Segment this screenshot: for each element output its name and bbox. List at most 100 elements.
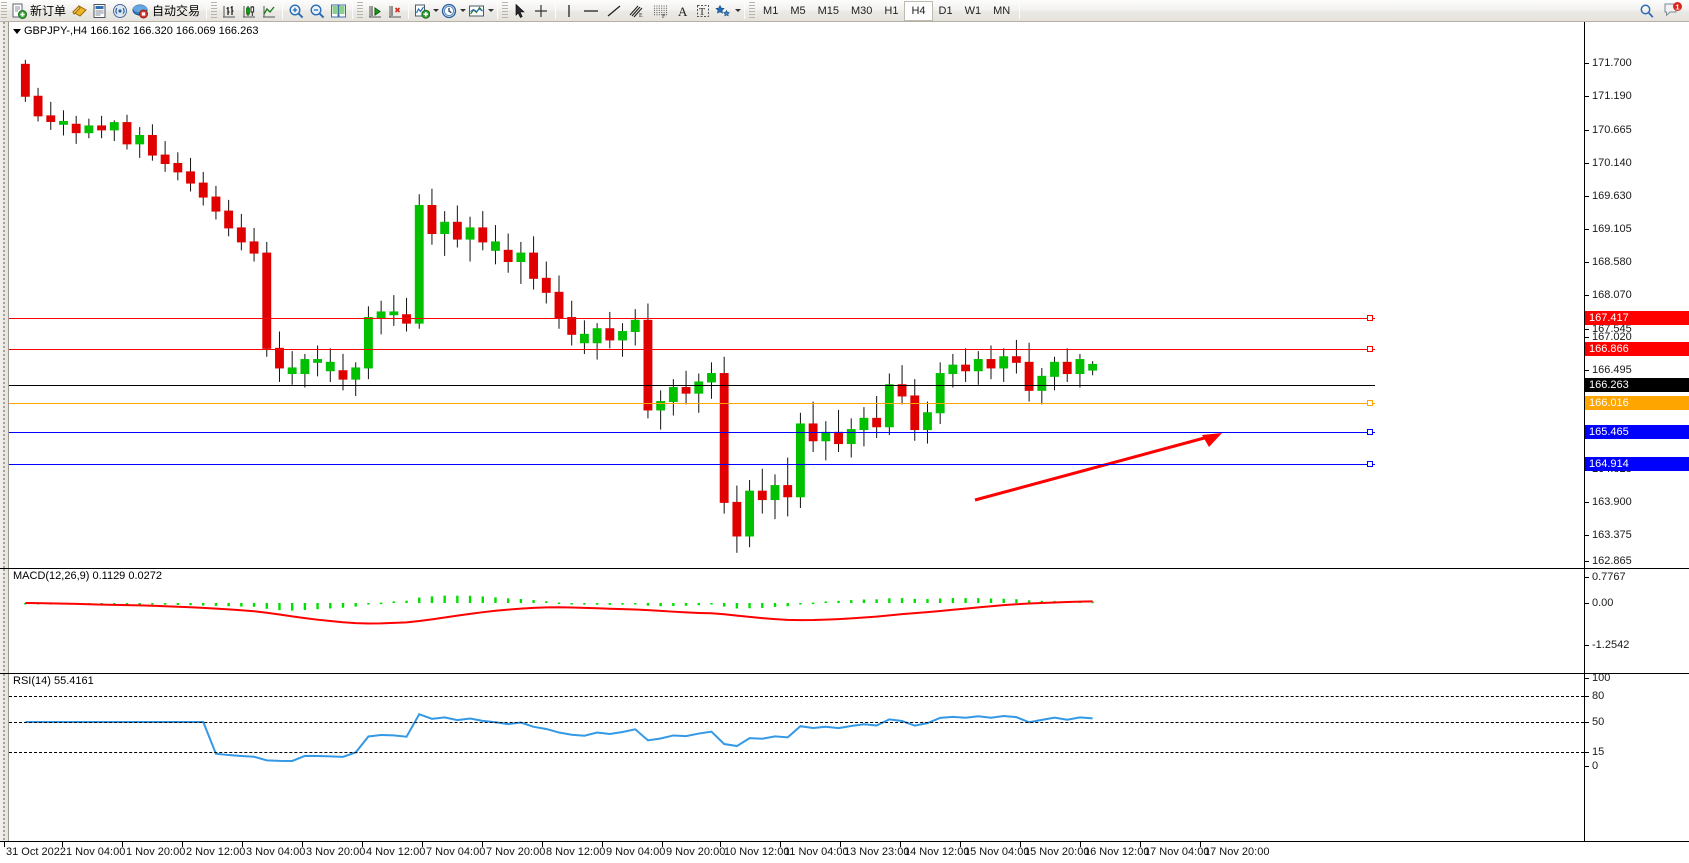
level-badge-mid-level[interactable]: 166.016 xyxy=(1585,396,1689,410)
macd-plot-area[interactable]: MACD(12,26,9) 0.1129 0.0272 xyxy=(9,569,1689,673)
timeframe-d1[interactable]: D1 xyxy=(938,4,953,17)
level-badge-support-2[interactable]: 164.914 xyxy=(1585,457,1689,471)
macd-tick-label: 0.00 xyxy=(1592,597,1614,609)
level-handle-support-2[interactable] xyxy=(1367,461,1373,467)
price-scale[interactable]: 171.700 171.190 170.665 170.140 169.630 169.1… xyxy=(1584,22,1689,568)
candle xyxy=(338,353,348,391)
candle xyxy=(783,457,793,517)
zoom-in-icon[interactable] xyxy=(286,1,307,21)
macd-histogram-bar xyxy=(748,603,751,609)
text-label-icon[interactable]: T xyxy=(693,1,713,21)
rsi-plot-area[interactable]: RSI(14) 55.4161 xyxy=(9,674,1689,841)
equidistant-channel-icon[interactable]: E xyxy=(625,1,649,21)
candle xyxy=(643,303,653,419)
vertical-line-icon[interactable] xyxy=(559,1,579,21)
level-line-support-2[interactable] xyxy=(9,464,1375,465)
level-handle-resistance-1[interactable] xyxy=(1367,346,1373,352)
expert-advisor-icon[interactable] xyxy=(69,1,90,21)
toolbar-grip[interactable] xyxy=(1,1,7,20)
horizontal-line-icon[interactable] xyxy=(579,1,603,21)
level-handle-mid-level[interactable] xyxy=(1367,400,1373,406)
level-line-resistance-1[interactable] xyxy=(9,349,1375,350)
macd-scale[interactable]: 0.7767 0.00 -1.2542 xyxy=(1584,569,1689,673)
time-tick xyxy=(4,842,5,847)
level-badge-current-price[interactable]: 166.263 xyxy=(1585,378,1689,392)
fibonacci-icon[interactable]: F xyxy=(649,1,673,21)
bar-chart-icon[interactable] xyxy=(219,1,239,21)
toolbar-grip-2[interactable] xyxy=(211,1,218,20)
signals-icon[interactable] xyxy=(110,1,130,21)
level-badge-resistance-1[interactable]: 166.866 xyxy=(1585,342,1689,356)
macd-pane-grip[interactable] xyxy=(0,569,9,673)
find-icon[interactable] xyxy=(1637,1,1657,21)
level-handle-resistance-2[interactable] xyxy=(1367,315,1373,321)
text-icon[interactable]: A xyxy=(673,1,693,21)
macd-histogram-bar xyxy=(265,603,268,609)
crosshair-icon[interactable] xyxy=(530,1,552,21)
rsi-pane-grip[interactable] xyxy=(0,674,9,841)
price-tick-label: 162.865 xyxy=(1592,555,1632,567)
zoom-out-icon[interactable] xyxy=(307,1,328,21)
rsi-pane[interactable]: RSI(14) 55.4161 100 80 50 15 0 xyxy=(0,672,1689,841)
macd-tick-label: 0.7767 xyxy=(1592,571,1626,583)
time-axis[interactable]: 31 Oct 2022 1 Nov 04:00 1 Nov 20:00 2 Nov 1… xyxy=(0,841,1689,863)
timeframe-mn[interactable]: MN xyxy=(993,4,1011,17)
level-line-current-price[interactable] xyxy=(9,385,1375,386)
period-clock-icon[interactable] xyxy=(439,1,459,21)
shapes-icon[interactable] xyxy=(713,1,734,21)
rsi-tick-label: 80 xyxy=(1592,690,1605,702)
timeframe-h1[interactable]: H1 xyxy=(884,4,899,17)
price-tick-label: 169.630 xyxy=(1592,190,1632,202)
level-line-mid-level[interactable] xyxy=(9,403,1375,404)
autotrading-label[interactable]: 自动交易 xyxy=(152,3,201,18)
toolbar-grip-4[interactable] xyxy=(502,1,509,20)
chart-grid-icon[interactable] xyxy=(328,1,349,21)
cursor-icon[interactable] xyxy=(510,1,530,21)
templates-dropdown-caret[interactable] xyxy=(487,1,494,21)
timeframe-h4[interactable]: H4 xyxy=(904,0,933,21)
timeframe-m30[interactable]: M30 xyxy=(851,4,873,17)
level-badge-resistance-2[interactable]: 167.417 xyxy=(1585,311,1689,325)
level-line-resistance-2[interactable] xyxy=(9,318,1375,319)
period-dropdown-caret[interactable] xyxy=(459,1,466,21)
chart-shift-icon[interactable] xyxy=(365,1,385,21)
indicators-dropdown-caret[interactable] xyxy=(432,1,439,21)
price-pane-grip[interactable] xyxy=(0,22,9,568)
data-window-icon[interactable] xyxy=(90,1,110,21)
price-pane[interactable]: GBPJPY-,H4 166.162 166.320 166.069 166.2… xyxy=(0,22,1689,568)
macd-pane[interactable]: MACD(12,26,9) 0.1129 0.0272 0.7767 0.00 -1… xyxy=(0,568,1689,673)
shapes-dropdown-caret[interactable] xyxy=(734,1,741,21)
candle xyxy=(1062,348,1072,382)
alerts-icon[interactable]: 1 xyxy=(1661,1,1685,21)
timeframe-w1[interactable]: W1 xyxy=(964,4,982,17)
auto-scroll-icon[interactable] xyxy=(385,1,405,21)
macd-histogram-bar xyxy=(519,598,523,603)
toolbar-grip-3[interactable] xyxy=(357,1,364,20)
new-order-icon[interactable] xyxy=(9,1,29,21)
timeframe-m15[interactable]: M15 xyxy=(817,4,839,17)
trendline-icon[interactable] xyxy=(603,1,625,21)
candle xyxy=(541,261,551,304)
rsi-level-50 xyxy=(9,722,1584,723)
new-order-label[interactable]: 新订单 xyxy=(30,3,67,18)
candle xyxy=(71,115,81,144)
line-chart-icon[interactable] xyxy=(259,1,279,21)
rsi-tick-label: 15 xyxy=(1592,746,1605,758)
level-line-support-1[interactable] xyxy=(9,432,1375,433)
candle xyxy=(948,353,958,388)
toolbar-grip-5[interactable] xyxy=(749,1,756,20)
templates-icon[interactable] xyxy=(466,1,487,21)
macd-histogram-bar xyxy=(545,601,548,603)
timeframe-m1[interactable]: M1 xyxy=(763,4,779,17)
time-tick xyxy=(720,842,721,847)
candlestick-chart-icon[interactable] xyxy=(239,1,259,21)
trend-arrow-annotation[interactable] xyxy=(9,22,1480,568)
price-plot-area[interactable]: GBPJPY-,H4 166.162 166.320 166.069 166.2… xyxy=(9,22,1689,568)
timeframe-m5[interactable]: M5 xyxy=(790,4,806,17)
level-badge-support-1[interactable]: 165.465 xyxy=(1585,425,1689,439)
collapse-arrow-icon[interactable] xyxy=(13,28,21,34)
indicators-icon[interactable] xyxy=(412,1,432,21)
rsi-scale[interactable]: 100 80 50 15 0 xyxy=(1584,672,1689,841)
autotrading-icon[interactable] xyxy=(130,1,151,21)
level-handle-support-1[interactable] xyxy=(1367,429,1373,435)
